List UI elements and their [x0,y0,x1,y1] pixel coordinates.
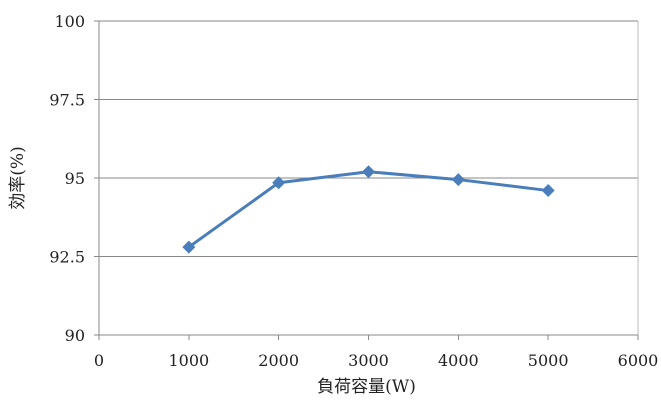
series-layer [182,165,555,254]
data-point-marker [272,176,286,190]
data-point-marker [362,165,375,179]
x-tick-label: 0 [94,351,104,370]
data-point-marker [182,240,196,254]
x-tick-label: 3000 [348,351,389,370]
series-line [187,170,549,249]
x-tick-label: 1000 [168,351,209,370]
x-tick-label: 2000 [258,351,299,370]
data-point-marker [541,184,555,198]
y-tick-label: 90 [65,326,85,345]
gridlines [99,20,639,335]
y-tick-label: 97.5 [49,91,85,110]
x-axis-label: 負荷容量(W) [317,377,416,397]
x-tick-label: 4000 [438,351,479,370]
x-tick-label: 5000 [528,351,569,370]
data-point-marker [451,173,465,187]
y-tick-label: 100 [54,12,85,31]
y-axis-label: 効率(%) [8,146,28,209]
y-tick-label: 95 [65,169,85,188]
y-tick-label: 92.5 [49,248,85,267]
x-tick-label: 6000 [618,351,659,370]
labels: 負荷容量(W) 効率(%) [8,146,416,397]
